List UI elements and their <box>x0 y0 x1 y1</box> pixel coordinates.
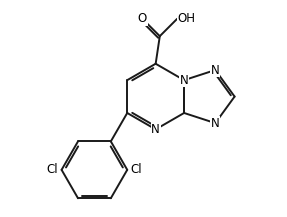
Text: Cl: Cl <box>46 163 58 176</box>
Text: O: O <box>138 12 147 25</box>
Text: N: N <box>180 74 189 87</box>
Text: N: N <box>211 64 220 77</box>
Text: N: N <box>211 117 220 130</box>
Text: Cl: Cl <box>131 163 142 176</box>
Text: N: N <box>151 123 160 136</box>
Text: OH: OH <box>177 12 195 25</box>
